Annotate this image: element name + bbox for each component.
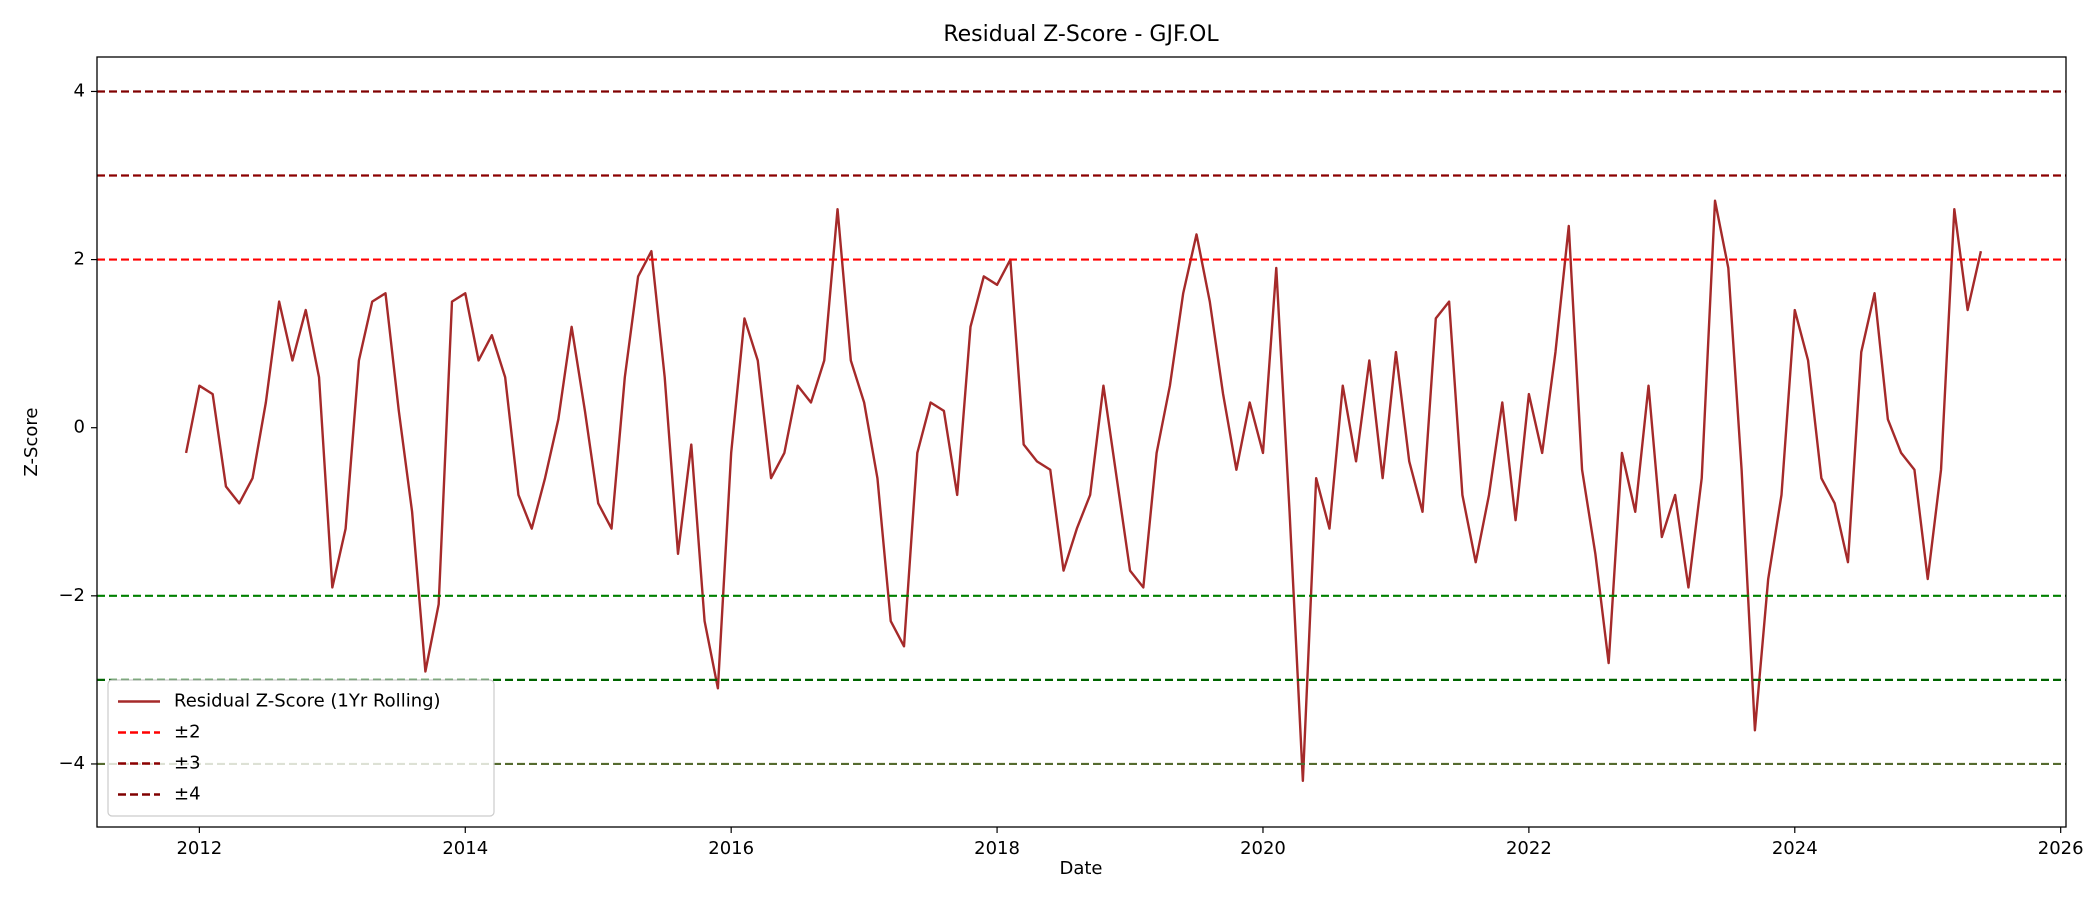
chart-title: Residual Z-Score - GJF.OL [943, 22, 1219, 47]
x-tick-label: 2014 [442, 838, 488, 859]
data-line [184, 199, 1983, 782]
y-tick-label: −2 [58, 585, 85, 606]
legend-label: ±2 [174, 722, 201, 743]
plot-frame [96, 56, 2067, 828]
y-tick-label: −4 [58, 753, 85, 774]
legend-box [107, 679, 495, 817]
x-tick-label: 2016 [708, 838, 754, 859]
legend-label: ±3 [174, 753, 201, 774]
x-tick-label: 2024 [1772, 838, 1818, 859]
legend-label: Residual Z-Score (1Yr Rolling) [174, 691, 441, 712]
x-tick-label: 2012 [176, 838, 222, 859]
legend-label: ±4 [174, 784, 201, 805]
y-tick-label: 2 [74, 249, 85, 270]
x-tick-label: 2026 [2038, 838, 2084, 859]
legend: Residual Z-Score (1Yr Rolling) ±2 ±3 ±4 [107, 679, 495, 817]
x-tick-label: 2018 [974, 838, 1020, 859]
y-tick-label: 4 [74, 80, 85, 101]
x-axis-label: Date [1059, 858, 1102, 879]
plot-area [97, 90, 2066, 782]
y-axis-label: Z-Score [21, 408, 42, 477]
x-tick-label: 2022 [1506, 838, 1552, 859]
y-tick-label: 0 [74, 417, 85, 438]
x-tick-label: 2020 [1240, 838, 1286, 859]
